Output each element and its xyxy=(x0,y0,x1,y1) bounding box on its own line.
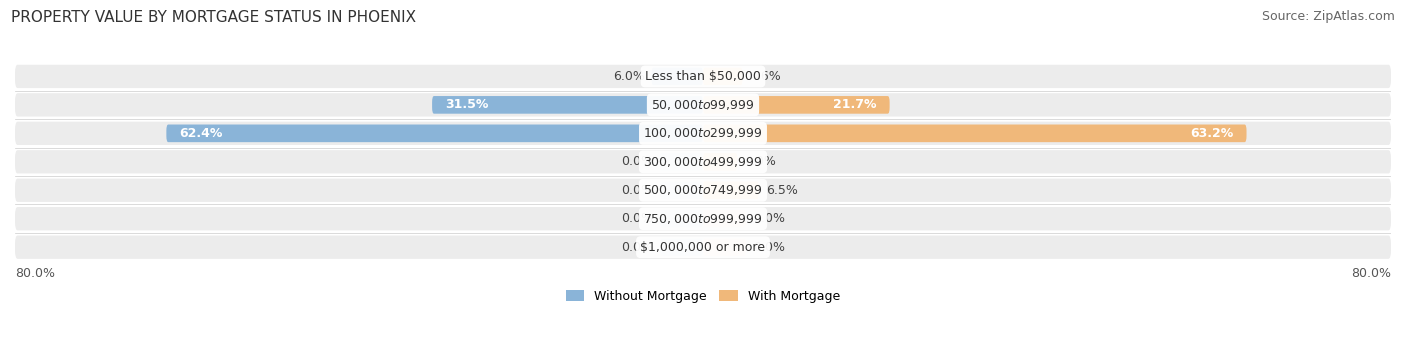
Text: 80.0%: 80.0% xyxy=(1351,267,1391,280)
Text: 63.2%: 63.2% xyxy=(1191,127,1233,140)
Text: 62.4%: 62.4% xyxy=(179,127,222,140)
Text: PROPERTY VALUE BY MORTGAGE STATUS IN PHOENIX: PROPERTY VALUE BY MORTGAGE STATUS IN PHO… xyxy=(11,10,416,25)
FancyBboxPatch shape xyxy=(15,207,1391,231)
FancyBboxPatch shape xyxy=(15,236,1391,259)
FancyBboxPatch shape xyxy=(651,68,703,85)
Text: 6.0%: 6.0% xyxy=(613,70,644,83)
Text: 6.5%: 6.5% xyxy=(766,184,797,197)
Text: $50,000 to $99,999: $50,000 to $99,999 xyxy=(651,98,755,112)
Text: $750,000 to $999,999: $750,000 to $999,999 xyxy=(644,212,762,226)
Text: 0.0%: 0.0% xyxy=(621,184,654,197)
Text: 0.0%: 0.0% xyxy=(621,241,654,254)
FancyBboxPatch shape xyxy=(15,179,1391,202)
Text: Source: ZipAtlas.com: Source: ZipAtlas.com xyxy=(1261,10,1395,23)
FancyBboxPatch shape xyxy=(166,124,703,142)
FancyBboxPatch shape xyxy=(703,68,742,85)
Text: $500,000 to $749,999: $500,000 to $749,999 xyxy=(644,183,762,197)
FancyBboxPatch shape xyxy=(703,210,747,227)
FancyBboxPatch shape xyxy=(15,65,1391,88)
Text: 80.0%: 80.0% xyxy=(15,267,55,280)
Text: 0.0%: 0.0% xyxy=(752,241,785,254)
FancyBboxPatch shape xyxy=(703,181,759,199)
FancyBboxPatch shape xyxy=(15,150,1391,174)
FancyBboxPatch shape xyxy=(703,96,890,114)
FancyBboxPatch shape xyxy=(15,93,1391,117)
FancyBboxPatch shape xyxy=(703,238,747,256)
Legend: Without Mortgage, With Mortgage: Without Mortgage, With Mortgage xyxy=(561,285,845,308)
Text: 0.0%: 0.0% xyxy=(621,155,654,168)
Text: Less than $50,000: Less than $50,000 xyxy=(645,70,761,83)
FancyBboxPatch shape xyxy=(659,153,703,170)
Text: 21.7%: 21.7% xyxy=(834,98,877,112)
FancyBboxPatch shape xyxy=(703,153,737,170)
Text: 4.0%: 4.0% xyxy=(744,155,776,168)
FancyBboxPatch shape xyxy=(703,124,1247,142)
Text: $300,000 to $499,999: $300,000 to $499,999 xyxy=(644,155,762,169)
Text: $100,000 to $299,999: $100,000 to $299,999 xyxy=(644,126,762,140)
Text: 4.6%: 4.6% xyxy=(749,70,782,83)
FancyBboxPatch shape xyxy=(432,96,703,114)
FancyBboxPatch shape xyxy=(15,122,1391,145)
FancyBboxPatch shape xyxy=(659,210,703,227)
Text: 0.0%: 0.0% xyxy=(752,212,785,225)
Text: 31.5%: 31.5% xyxy=(446,98,488,112)
Text: 0.0%: 0.0% xyxy=(621,212,654,225)
Text: $1,000,000 or more: $1,000,000 or more xyxy=(641,241,765,254)
FancyBboxPatch shape xyxy=(659,238,703,256)
FancyBboxPatch shape xyxy=(659,181,703,199)
